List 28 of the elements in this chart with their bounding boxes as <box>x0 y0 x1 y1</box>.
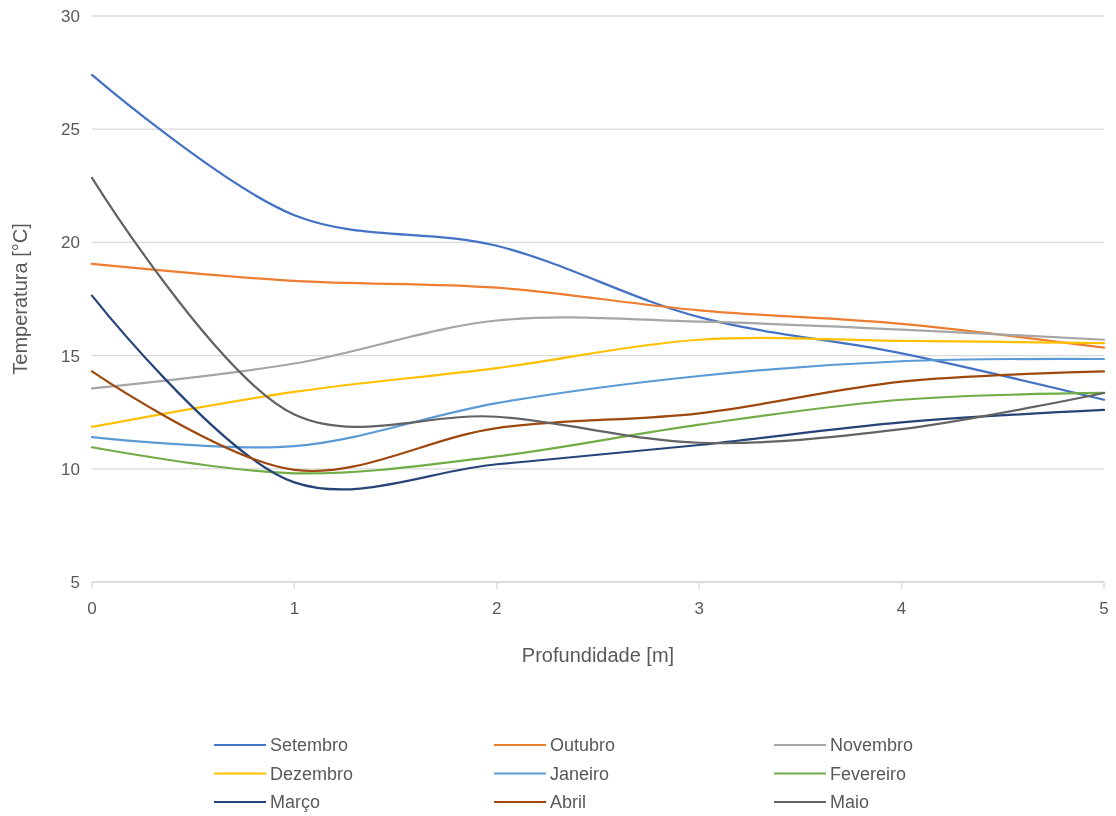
x-tick-label: 2 <box>492 599 502 618</box>
x-tick-label: 5 <box>1099 599 1109 618</box>
line-series <box>90 176 1106 445</box>
legend-label: Fevereiro <box>830 763 907 784</box>
legend-label: Outubro <box>550 735 616 756</box>
x-tick-label: 0 <box>87 599 97 618</box>
y-tick-label: 15 <box>61 346 80 366</box>
x-tick-label: 4 <box>896 599 907 618</box>
x-axis-title: Profundidade [m] <box>521 644 675 666</box>
legend-label: Novembro <box>830 735 914 756</box>
legend-label: Março <box>270 792 321 813</box>
line-series <box>90 262 1106 349</box>
legend-label: Setembro <box>270 735 349 756</box>
y-tick-label: 30 <box>61 6 80 26</box>
y-axis-title: Temperatura [°C] <box>9 223 31 375</box>
line-series <box>90 73 1106 401</box>
x-tick-label: 3 <box>694 599 704 618</box>
x-tick-label: 1 <box>289 599 300 618</box>
line-series <box>90 370 1106 473</box>
y-tick-label: 20 <box>61 233 80 253</box>
legend-label: Abril <box>550 792 587 813</box>
y-tick-label: 5 <box>70 572 80 592</box>
legend-label: Janeiro <box>550 763 610 784</box>
y-tick-label: 10 <box>61 459 80 479</box>
legend-label: Maio <box>830 792 870 813</box>
line-series <box>90 357 1106 449</box>
y-tick-label: 25 <box>61 120 80 140</box>
legend-label: Dezembro <box>270 763 354 784</box>
